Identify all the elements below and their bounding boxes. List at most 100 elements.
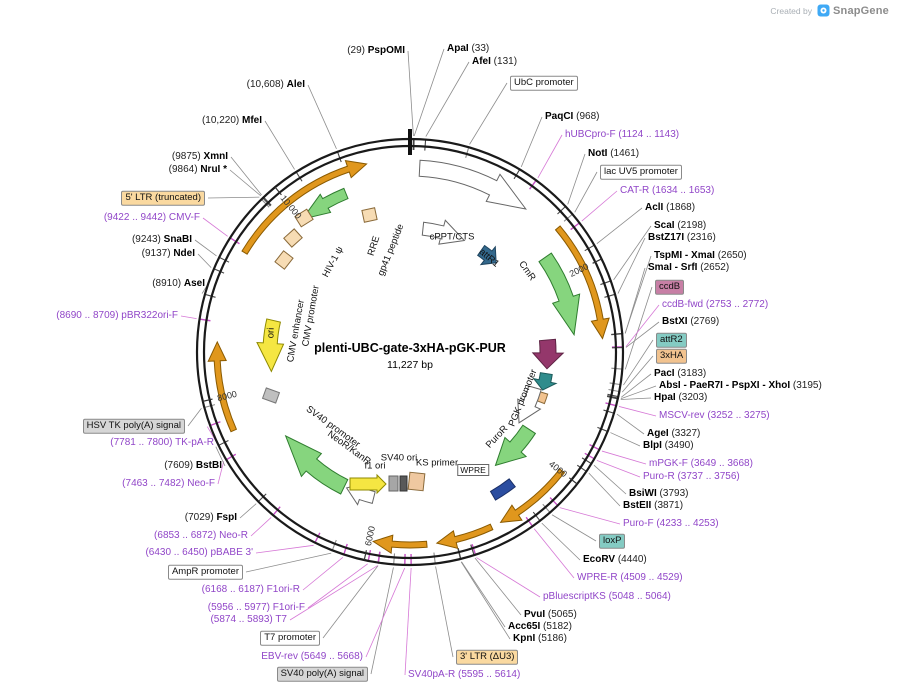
primer-leader-line	[180, 315, 197, 319]
created-by-credit: Created by SnapGene	[770, 4, 889, 17]
enzyme-leader-line	[474, 557, 522, 616]
primer-leader-line	[618, 406, 657, 417]
enzyme-leader-line	[610, 432, 641, 447]
primer-leader-line	[581, 190, 618, 222]
attr1-arrow	[476, 244, 497, 266]
enzyme-leader-line	[239, 503, 257, 519]
enzyme-leader-line	[307, 84, 337, 150]
enzyme-leader-line	[229, 169, 262, 197]
enzyme-leader-line	[617, 237, 646, 294]
primer-leader-line	[289, 565, 378, 621]
primer-leader-line	[302, 557, 344, 591]
axis-tick	[363, 550, 367, 561]
primer-leader-line	[202, 217, 228, 237]
feature-leader-line	[623, 339, 654, 386]
gold-arrow-bottom-1	[435, 523, 494, 549]
plasmid-title-block: plenti-UBC-gate-3xHA-pGK-PUR 11,227 bp	[314, 341, 506, 371]
snapgene-logo-icon	[817, 4, 830, 17]
primer-leader-line	[476, 557, 541, 598]
primer-leader-line	[365, 567, 406, 658]
snapgene-logo: SnapGene	[817, 4, 889, 17]
tk-polya-box	[261, 387, 281, 404]
enzyme-leader-line	[413, 48, 445, 137]
attr2-arrow	[532, 372, 558, 391]
cmv-feature-box-2	[283, 228, 303, 248]
feature-leader-line	[574, 171, 598, 213]
plasmid-name: plenti-UBC-gate-3xHA-pGK-PUR	[314, 341, 506, 355]
primer-leader-line	[537, 134, 563, 179]
feature-leader-line	[551, 514, 597, 542]
ks-primer-box	[407, 471, 426, 492]
puror-arrow	[494, 424, 537, 467]
feature-leader-line	[322, 565, 379, 639]
created-by-text: Created by	[770, 5, 812, 16]
enzyme-leader-line	[596, 207, 643, 244]
cmv-feature-box-1	[294, 208, 314, 228]
cmv-feature-box-3	[274, 250, 294, 270]
enzyme-leader-line	[520, 116, 543, 168]
enzyme-leader-line	[625, 321, 660, 348]
cmr-arrow	[538, 252, 581, 337]
enzyme-leader-line	[620, 385, 657, 400]
primer-leader-line	[307, 563, 368, 609]
wpre-segment	[489, 478, 516, 501]
enzyme-leader-line	[613, 225, 652, 281]
enzyme-leader-line	[407, 50, 414, 137]
pgk-promoter-arrow	[517, 385, 542, 424]
axis-tick	[202, 398, 213, 402]
enzyme-leader-line	[425, 61, 470, 137]
enzyme-leader-line	[541, 522, 581, 561]
enzyme-leader-line	[624, 267, 646, 334]
enzyme-leader-line	[194, 239, 217, 257]
gold-arrow-bottom-2	[372, 534, 428, 554]
enzyme-leader-line	[593, 464, 627, 495]
enzyme-leader-line	[588, 472, 621, 507]
primer-leader-line	[596, 459, 641, 478]
enzyme-leader-line	[197, 253, 212, 268]
ori-arrow	[256, 318, 285, 373]
axis-tick	[568, 477, 578, 485]
snapgene-brand-text: SnapGene	[832, 4, 889, 17]
feature-leader-line	[435, 566, 454, 658]
enzyme-leader-line	[620, 373, 652, 398]
enzyme-leader-line	[460, 561, 511, 640]
cppt-cts-arrow	[421, 219, 466, 245]
axis-tick	[274, 186, 282, 196]
sv40-ori-box	[388, 475, 399, 492]
enzyme-leader-line	[620, 397, 652, 400]
primer-leader-line	[559, 507, 621, 525]
axis-tick	[592, 258, 602, 264]
primer-leader-line	[404, 567, 412, 676]
gold-arrow-bottom-right	[499, 468, 566, 524]
f1-ori-arrow	[349, 473, 387, 495]
enzyme-leader-line	[230, 156, 262, 196]
feature-leader-line	[621, 355, 654, 393]
gold-arrow-left	[207, 340, 238, 433]
feature-leader-line	[187, 408, 202, 427]
feature-leader-line	[207, 196, 260, 199]
enzyme-leader-line	[616, 413, 645, 435]
primer-leader-line	[533, 528, 575, 579]
enzyme-leader-line	[215, 446, 226, 467]
primer-leader-line	[250, 517, 272, 537]
primer-leader-line	[217, 461, 225, 485]
enzyme-leader-line	[567, 153, 586, 205]
primer-leader-line	[625, 304, 660, 347]
gold-arrow-top-left	[241, 159, 368, 255]
neor-kanr-arrow	[284, 434, 349, 495]
primer-leader-line	[601, 450, 647, 465]
enzyme-leader-line	[264, 120, 295, 170]
ubc-promoter-arrow	[418, 159, 527, 210]
feature-leader-line	[245, 552, 332, 573]
small-dark-box	[399, 475, 408, 492]
plasmid-size: 11,227 bp	[387, 359, 433, 371]
primer-leader-line	[255, 544, 314, 554]
feature-leader-line	[469, 82, 508, 145]
feature-leader-line	[624, 286, 653, 370]
rre-box	[361, 207, 378, 223]
green-arrow-top-left	[301, 187, 349, 220]
gold-arrow-right	[554, 225, 610, 340]
enzyme-leader-line	[461, 561, 506, 628]
